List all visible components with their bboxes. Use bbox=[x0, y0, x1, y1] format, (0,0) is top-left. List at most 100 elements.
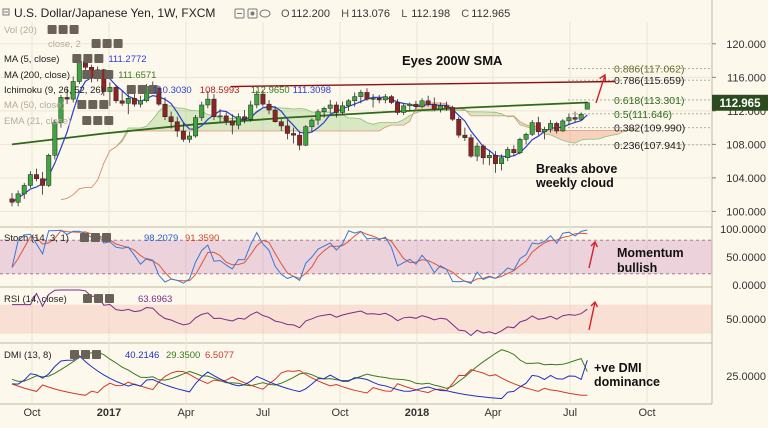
x-icon[interactable] bbox=[104, 70, 114, 79]
indicator-legend: Vol (20) close, 2 MA (5, close) 111.2772 MA … bbox=[4, 25, 331, 127]
eye-icon[interactable] bbox=[47, 25, 57, 34]
candle-body bbox=[248, 104, 254, 120]
eye-icon[interactable] bbox=[77, 100, 87, 109]
dmi-control-icon[interactable] bbox=[81, 350, 90, 359]
candle-body bbox=[523, 134, 529, 140]
gear-icon[interactable] bbox=[88, 100, 98, 109]
candle-body bbox=[15, 193, 21, 203]
gear-icon[interactable] bbox=[93, 70, 103, 79]
candle-body bbox=[431, 103, 437, 110]
x-icon[interactable] bbox=[99, 100, 109, 109]
ohlc-value: 112.198 bbox=[411, 8, 450, 20]
x-icon[interactable] bbox=[148, 85, 158, 94]
legend-label: Ichimoku (9, 26, 52, 26) bbox=[4, 85, 104, 96]
eye-icon[interactable] bbox=[126, 85, 136, 94]
price-axis: 100.000104.000108.000112.000116.000120.0… bbox=[712, 39, 768, 218]
x-icon[interactable] bbox=[94, 54, 104, 63]
candle-body bbox=[456, 118, 462, 136]
candle-body bbox=[107, 87, 113, 92]
candle-body bbox=[101, 69, 107, 92]
dmi-plus: 40.2146 bbox=[125, 350, 159, 361]
ohlc-key: C bbox=[461, 8, 469, 20]
ohlc-key: L bbox=[401, 8, 407, 20]
legend-value: 112.9650 bbox=[251, 85, 290, 96]
stoch-control-icon[interactable] bbox=[91, 233, 100, 242]
time-tick: Oct bbox=[331, 407, 348, 419]
legend-value: 111.3098 bbox=[293, 85, 331, 96]
dmi-control-icon[interactable] bbox=[92, 350, 101, 359]
candle-body bbox=[199, 104, 205, 118]
candle-body bbox=[480, 145, 486, 159]
stoch-control-icon[interactable] bbox=[80, 233, 89, 242]
gear-icon[interactable] bbox=[93, 116, 103, 125]
candle-body bbox=[64, 97, 70, 100]
arrow-rsi-icon bbox=[588, 300, 599, 331]
candle-body bbox=[578, 113, 584, 120]
gear-icon[interactable] bbox=[102, 39, 112, 48]
candle-body bbox=[193, 117, 199, 137]
rsi-value: 63.6963 bbox=[138, 294, 172, 305]
candle-body bbox=[505, 149, 511, 159]
candle-body bbox=[493, 155, 498, 164]
stoch-control-icon[interactable] bbox=[102, 233, 111, 242]
candle-body bbox=[346, 100, 352, 107]
candle-body bbox=[376, 98, 382, 101]
gear-icon[interactable] bbox=[137, 85, 147, 94]
x-icon[interactable] bbox=[113, 39, 123, 48]
gear-icon[interactable] bbox=[58, 25, 68, 34]
candle-body bbox=[254, 93, 260, 106]
fib-label: 0.618(113.301) bbox=[614, 95, 684, 107]
legend-label: close, 2 bbox=[48, 39, 81, 50]
ohlc-value: 113.076 bbox=[351, 8, 390, 20]
rsi-control-icon[interactable] bbox=[83, 294, 92, 303]
candle-body bbox=[297, 134, 303, 146]
eye-icon[interactable] bbox=[82, 116, 92, 125]
candle-body bbox=[364, 92, 370, 100]
candle-body bbox=[205, 98, 211, 106]
candle-body bbox=[395, 102, 401, 113]
candle-body bbox=[407, 103, 413, 107]
candle-body bbox=[242, 116, 248, 120]
eye-icon[interactable] bbox=[72, 54, 82, 63]
eye-icon[interactable] bbox=[91, 39, 101, 48]
candle-body bbox=[211, 98, 217, 117]
arrow-price-icon bbox=[595, 73, 607, 104]
legend-value: 110.3030 bbox=[153, 85, 192, 96]
legend-label: EMA (21, close) bbox=[4, 116, 71, 127]
eye-icon[interactable] bbox=[82, 70, 92, 79]
x-icon[interactable] bbox=[69, 25, 79, 34]
rsi-control-icon[interactable] bbox=[105, 294, 114, 303]
time-tick: Apr bbox=[177, 407, 194, 419]
price-tick: 108.000 bbox=[726, 139, 766, 151]
stoch-k: 98.2079 bbox=[144, 233, 178, 244]
candle-body bbox=[450, 107, 456, 120]
candle-body bbox=[327, 104, 333, 109]
candle-body bbox=[566, 117, 572, 122]
candle-body bbox=[156, 87, 162, 105]
candle-body bbox=[584, 102, 590, 110]
legend-value: 111.2772 bbox=[108, 54, 146, 65]
legend-label: MA (50, close) bbox=[4, 100, 65, 111]
compare-icon[interactable] bbox=[247, 8, 258, 19]
candle-body bbox=[229, 120, 235, 126]
dmi-control-icon[interactable] bbox=[70, 350, 79, 359]
momentum-annotation-line1: Momentum bbox=[617, 246, 684, 260]
legend-label: Vol (20) bbox=[4, 25, 37, 36]
ma200-line bbox=[11, 101, 588, 146]
rsi-control-icon[interactable] bbox=[94, 294, 103, 303]
candle-body bbox=[413, 103, 419, 107]
x-icon[interactable] bbox=[104, 116, 114, 125]
time-tick: Apr bbox=[484, 407, 501, 419]
dmi-pane: 25.0000 DMI (13, 8) 40.2146 29.3500 6.5077 bbox=[4, 349, 766, 400]
gear-icon[interactable] bbox=[83, 54, 93, 63]
settings-icon[interactable] bbox=[234, 8, 245, 19]
visibility-icon[interactable] bbox=[259, 9, 271, 18]
candle-body bbox=[272, 109, 278, 122]
ohlc-key: H bbox=[341, 8, 349, 20]
candle-body bbox=[180, 130, 186, 140]
legend-value: 111.6571 bbox=[118, 70, 156, 81]
candle-body bbox=[303, 126, 309, 146]
collapse-icon[interactable] bbox=[2, 8, 10, 16]
